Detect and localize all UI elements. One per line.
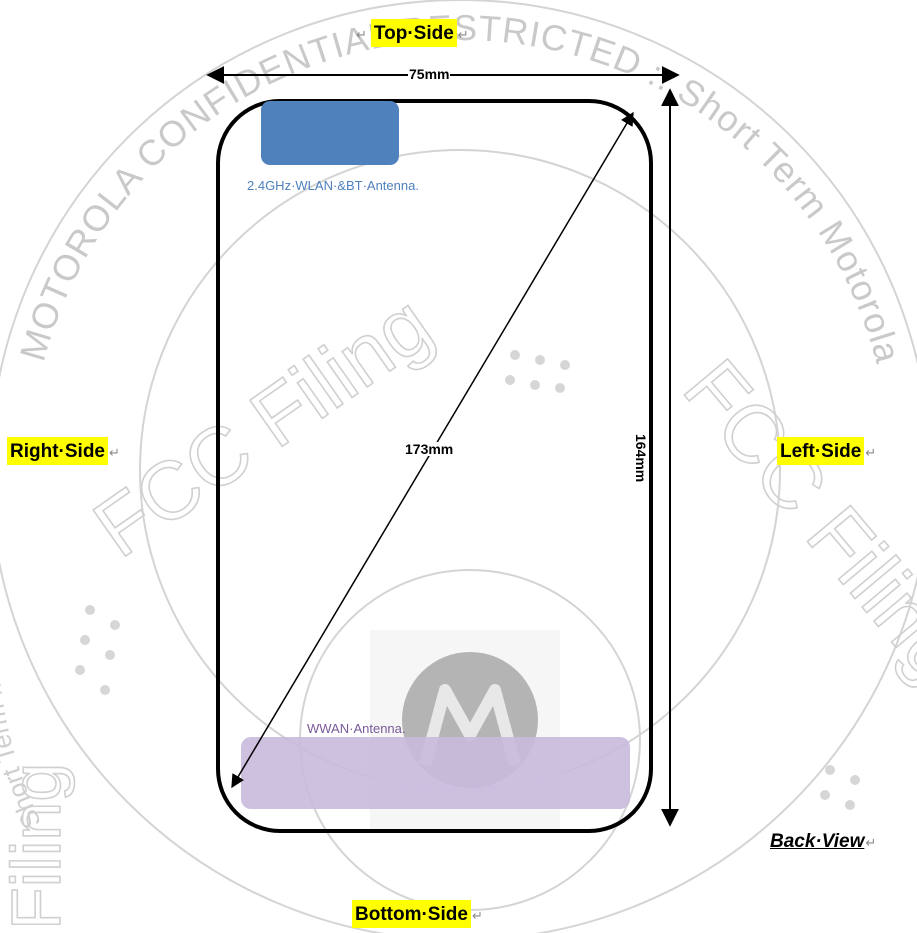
diagonal-dimension-label: 173mm	[404, 441, 455, 457]
paragraph-mark: ↵	[109, 445, 120, 460]
paragraph-mark: ↵	[865, 835, 877, 850]
wwan-antenna-label: WWAN·Antenna.	[307, 721, 406, 736]
paragraph-mark: ↵	[865, 445, 877, 460]
back-view-label: Back·View↵	[770, 832, 876, 851]
watermark-arc-text: MOTOROLA CONFIDENTIAL RESTRICTED :: Shor…	[12, 7, 909, 368]
paragraph-mark: ↵	[457, 27, 469, 42]
left-side-text: Left·Side	[777, 437, 865, 465]
right-side-text: Right·Side	[7, 437, 108, 465]
wlan-bt-antenna-region	[261, 101, 399, 165]
device-outline	[216, 99, 653, 833]
wwan-antenna-region	[241, 737, 630, 809]
paragraph-mark: ↵	[471, 908, 483, 923]
watermark-fcc-filing-left: FCC Filing	[78, 278, 447, 575]
height-dimension-label: 164mm	[633, 434, 649, 483]
bottom-side-text: Bottom·Side	[352, 900, 471, 928]
bottom-side-label: Bottom·Side ↵	[352, 900, 483, 928]
back-view-text: Back·View	[770, 831, 865, 852]
paragraph-mark: ↵	[356, 27, 367, 42]
left-side-label: Left·Side ↵	[777, 437, 877, 465]
top-side-text: Top·Side	[370, 19, 457, 47]
right-side-label: Right·Side ↵	[7, 437, 120, 465]
width-dimension-label: 75mm	[408, 66, 451, 82]
watermark-fcc-filing-right: FCC Filing	[666, 343, 917, 698]
top-side-label: ↵ Top·Side ↵	[356, 19, 469, 47]
watermark-filing-bottom-left: Filing	[0, 763, 75, 930]
wlan-bt-antenna-label: 2.4GHz·WLAN·&BT·Antenna.	[247, 178, 419, 193]
